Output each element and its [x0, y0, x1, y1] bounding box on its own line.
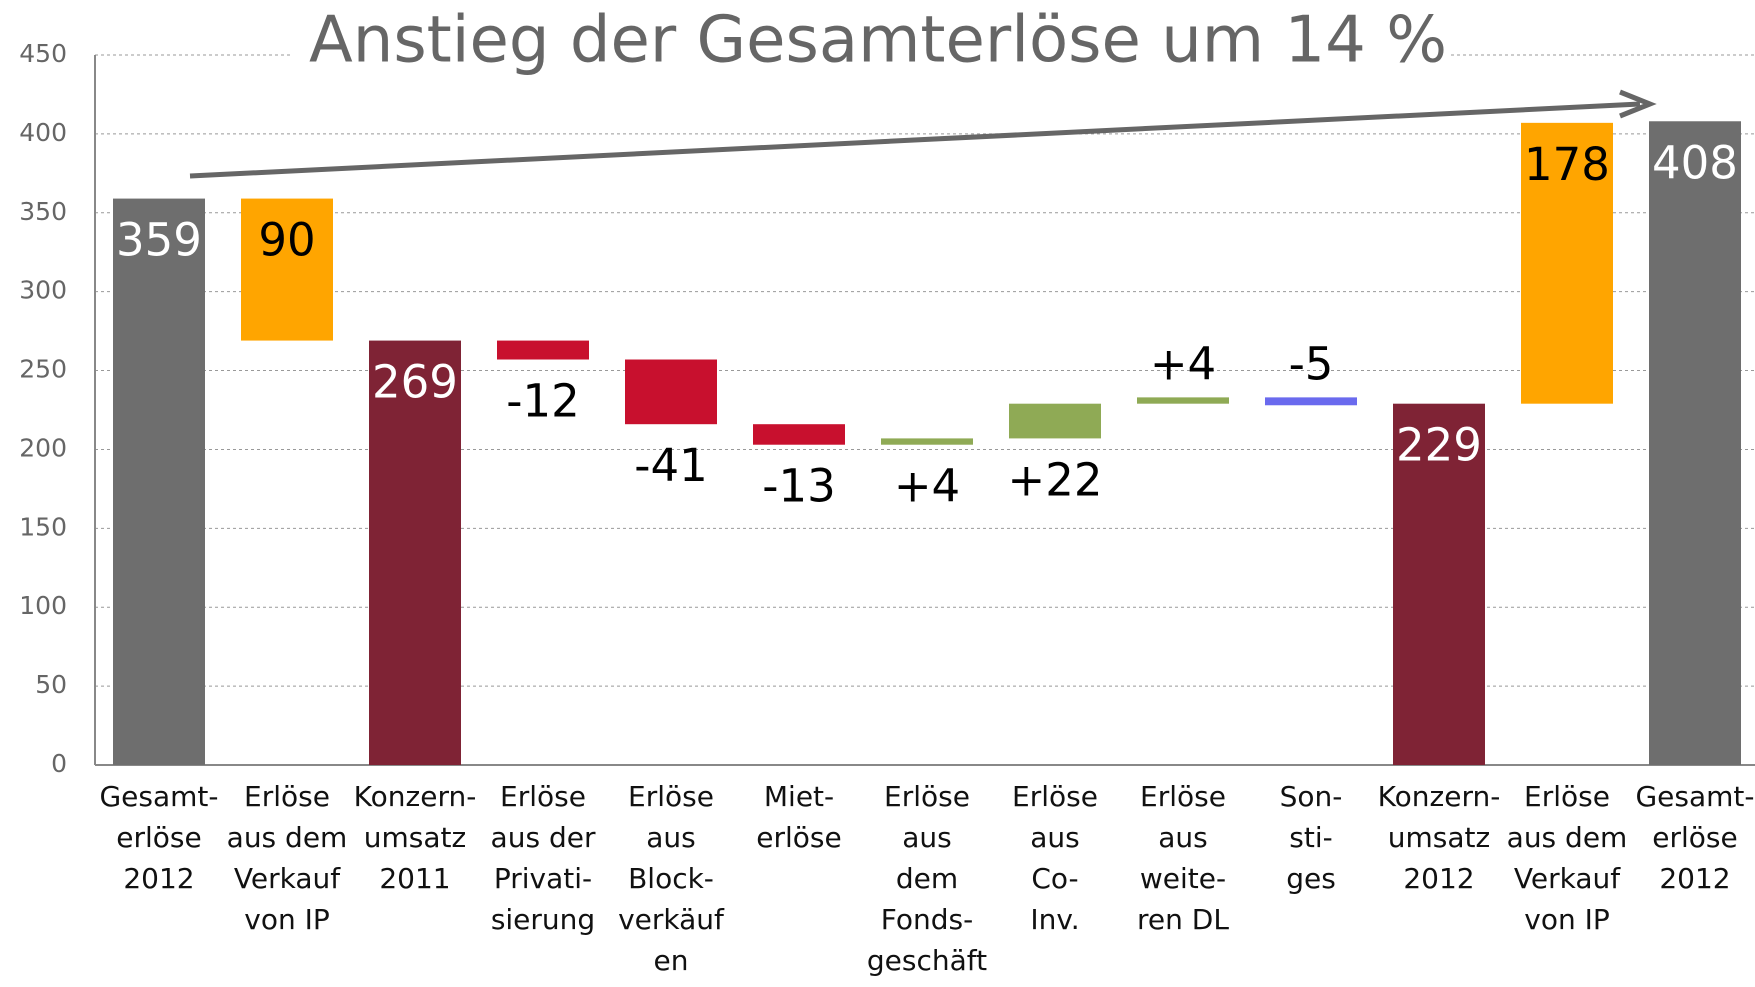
x-tick-label: Erlöse [500, 780, 586, 813]
bar [369, 340, 461, 765]
x-tick-label: aus dem [1507, 821, 1628, 854]
value-label: +22 [1008, 453, 1103, 506]
y-tick-label: 50 [35, 670, 67, 699]
x-tick-label: Fonds- [881, 903, 973, 936]
x-tick-label: Privati- [494, 862, 592, 895]
y-tick-label: 150 [19, 512, 67, 541]
y-tick-label: 350 [19, 197, 67, 226]
x-tick-label: aus dem [227, 821, 348, 854]
value-label: 229 [1396, 419, 1482, 472]
x-tick-label: ren DL [1137, 903, 1229, 936]
x-tick-label: 2012 [123, 862, 194, 895]
bar [753, 424, 845, 445]
value-label: +4 [1150, 337, 1216, 390]
x-tick-label: umsatz [1388, 821, 1490, 854]
x-tick-label: erlöse [756, 821, 841, 854]
x-tick-label: Miet- [764, 780, 834, 813]
x-tick-label: aus [1030, 821, 1080, 854]
chart-title: Anstieg der Gesamterlöse um 14 % [309, 4, 1447, 78]
x-tick-label: umsatz [364, 821, 466, 854]
x-tick-label: Gesamt- [99, 780, 218, 813]
x-tick-label: Verkauf [234, 862, 341, 895]
x-tick-label: Erlöse [1012, 780, 1098, 813]
value-label: +4 [894, 460, 960, 513]
value-label: -41 [634, 439, 708, 492]
bar [497, 340, 589, 360]
x-tick-label: verkäuf [618, 903, 725, 936]
x-tick-label: 2011 [379, 862, 450, 895]
x-tick-label: Verkauf [1514, 862, 1621, 895]
value-label: 269 [372, 356, 458, 409]
bar [1265, 397, 1357, 406]
x-tick-label: geschäft [867, 944, 987, 977]
x-tick-label: Erlöse [628, 780, 714, 813]
bar [1137, 397, 1229, 404]
x-tick-label: ges [1286, 862, 1336, 895]
x-tick-label: Inv. [1030, 903, 1079, 936]
x-tick-label: en [654, 944, 689, 977]
x-tick-label: sti- [1289, 821, 1332, 854]
y-tick-label: 400 [19, 118, 67, 147]
y-tick-label: 100 [19, 591, 67, 620]
bar [1393, 403, 1485, 765]
value-label: 408 [1652, 136, 1738, 189]
bar [1521, 122, 1613, 404]
value-label: 90 [258, 214, 315, 267]
x-tick-label: weite- [1140, 862, 1226, 895]
x-tick-label: sierung [491, 903, 595, 936]
x-tick-label: von IP [244, 903, 330, 936]
y-tick-label: 0 [51, 749, 67, 778]
value-label: -5 [1289, 337, 1334, 390]
bar [241, 198, 333, 341]
x-tick-label: erlöse [1652, 821, 1737, 854]
value-label: 178 [1524, 138, 1610, 191]
x-tick-label: Erlöse [244, 780, 330, 813]
x-tick-label: aus [1158, 821, 1208, 854]
x-tick-label: aus [902, 821, 952, 854]
bar [1009, 403, 1101, 439]
x-tick-label: 2012 [1659, 862, 1730, 895]
y-tick-label: 250 [19, 355, 67, 384]
x-tick-label: Co- [1031, 862, 1078, 895]
x-tick-label: Erlöse [884, 780, 970, 813]
trend-arrow-head [1619, 89, 1657, 119]
y-tick-label: 450 [19, 39, 67, 68]
bar [113, 198, 205, 766]
x-tick-label: aus der [491, 821, 596, 854]
x-tick-label: von IP [1524, 903, 1610, 936]
x-tick-label: Konzern- [354, 780, 477, 813]
value-label: 359 [116, 214, 202, 267]
x-tick-label: Erlöse [1140, 780, 1226, 813]
bar [625, 359, 717, 425]
x-tick-label: Konzern- [1378, 780, 1501, 813]
bar [881, 438, 973, 445]
x-tick-label: 2012 [1403, 862, 1474, 895]
title-backdrop [290, 10, 1450, 90]
trend-arrow [189, 101, 1641, 179]
x-tick-label: Erlöse [1524, 780, 1610, 813]
bar [1649, 121, 1741, 766]
x-tick-label: erlöse [116, 821, 201, 854]
y-tick-label: 200 [19, 433, 67, 462]
value-label: -13 [762, 460, 836, 513]
x-tick-label: aus [646, 821, 696, 854]
x-tick-label: Gesamt- [1635, 780, 1754, 813]
y-tick-label: 300 [19, 276, 67, 305]
x-tick-label: Son- [1280, 780, 1343, 813]
x-tick-label: Block- [628, 862, 714, 895]
x-tick-label: dem [896, 862, 958, 895]
value-label: -12 [506, 375, 580, 428]
